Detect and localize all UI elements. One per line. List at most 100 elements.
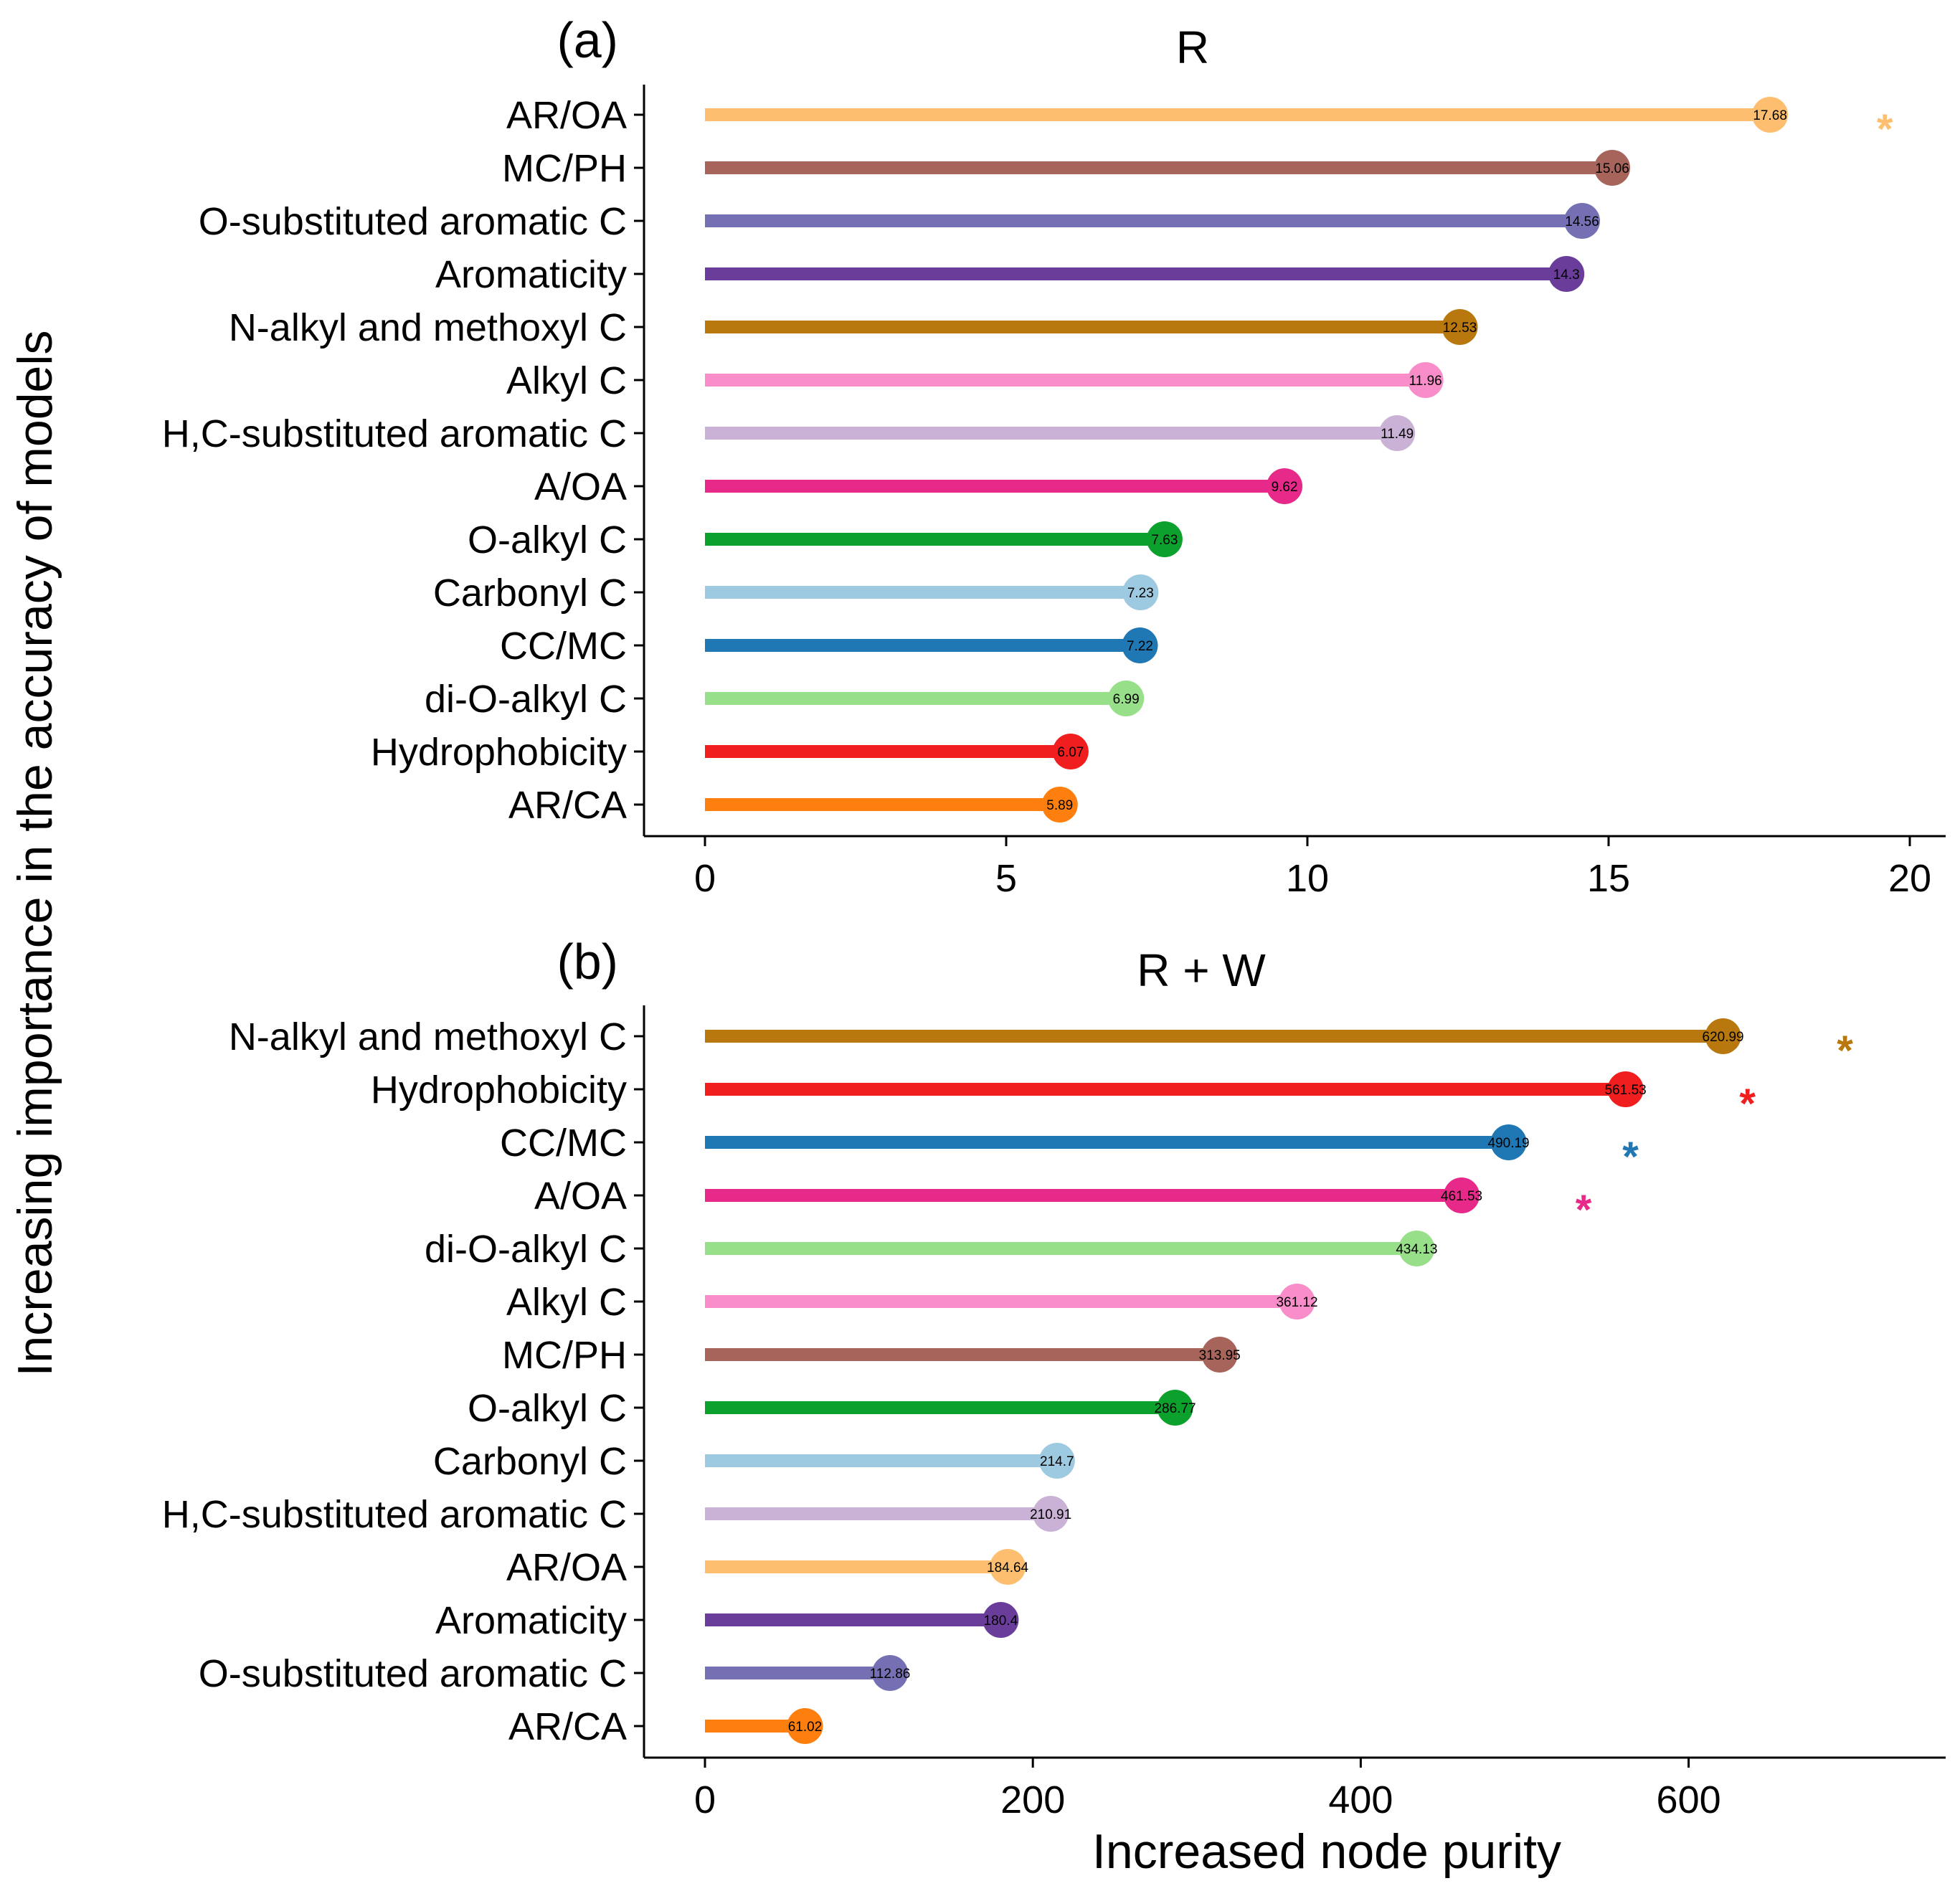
significance-star: * bbox=[1877, 106, 1893, 153]
category-label: O-substituted aromatic C bbox=[199, 200, 627, 243]
lollipop-head bbox=[1122, 574, 1159, 610]
value-label: 214.7 bbox=[1040, 1454, 1074, 1469]
category-label: Hydrophobicity bbox=[371, 731, 627, 774]
category-label: Aromaticity bbox=[435, 1599, 627, 1642]
category-label: O-alkyl C bbox=[468, 518, 627, 561]
significance-star: * bbox=[1622, 1134, 1639, 1180]
lollipop-head bbox=[1752, 97, 1789, 133]
x-tick-label: 10 bbox=[1286, 857, 1329, 900]
lollipop-head bbox=[1607, 1071, 1644, 1107]
x-tick-label: 20 bbox=[1888, 857, 1931, 900]
lollipop-head bbox=[1705, 1018, 1741, 1054]
category-label: A/OA bbox=[534, 465, 627, 508]
category-label: Hydrophobicity bbox=[371, 1068, 627, 1112]
lollipop-head bbox=[1201, 1337, 1238, 1373]
category-label: N-alkyl and methoxyl C bbox=[229, 1015, 627, 1058]
value-label: 184.64 bbox=[987, 1560, 1029, 1575]
category-label: AR/OA bbox=[506, 94, 627, 137]
x-tick-label: 600 bbox=[1657, 1778, 1721, 1821]
lollipop-head bbox=[990, 1549, 1026, 1585]
category-label: di-O-alkyl C bbox=[425, 1228, 627, 1271]
lollipop-head bbox=[1407, 362, 1444, 398]
category-label: AR/CA bbox=[508, 784, 627, 827]
value-label: 7.22 bbox=[1127, 639, 1153, 654]
value-label: 9.62 bbox=[1272, 480, 1298, 495]
category-label: O-substituted aromatic C bbox=[199, 1652, 627, 1695]
lollipop-head bbox=[1033, 1496, 1069, 1532]
value-label: 6.99 bbox=[1113, 692, 1140, 707]
lollipop-head bbox=[787, 1708, 823, 1744]
value-label: 286.77 bbox=[1154, 1401, 1196, 1416]
category-label: H,C-substituted aromatic C bbox=[162, 1493, 627, 1536]
lollipop-head bbox=[1052, 734, 1089, 769]
lollipop-head bbox=[1267, 468, 1303, 504]
lollipop-head bbox=[1041, 787, 1078, 823]
category-label: Alkyl C bbox=[506, 1281, 627, 1324]
value-label: 7.23 bbox=[1127, 586, 1154, 601]
value-label: 17.68 bbox=[1753, 108, 1787, 123]
category-label: Aromaticity bbox=[435, 253, 627, 296]
value-label: 361.12 bbox=[1276, 1295, 1317, 1310]
x-tick-label: 200 bbox=[1000, 1778, 1065, 1821]
value-label: 434.13 bbox=[1396, 1242, 1437, 1257]
category-label: CC/MC bbox=[500, 625, 627, 668]
panel-label: (a) bbox=[557, 12, 618, 68]
lollipop-head bbox=[1379, 415, 1416, 451]
lollipop-head bbox=[1548, 256, 1585, 292]
panel-a: (a) R 0 5 10 15 20 AR/OA 17.68 * MC/PH 15.06 O-subst… bbox=[162, 12, 1946, 900]
category-label: Carbonyl C bbox=[433, 1440, 627, 1483]
value-label: 15.06 bbox=[1595, 161, 1629, 176]
category-label: MC/PH bbox=[502, 1334, 627, 1377]
category-label: di-O-alkyl C bbox=[425, 678, 627, 721]
value-label: 461.53 bbox=[1441, 1189, 1482, 1204]
significance-star: * bbox=[1576, 1187, 1592, 1233]
value-label: 561.53 bbox=[1605, 1083, 1647, 1098]
category-label: N-alkyl and methoxyl C bbox=[229, 306, 627, 349]
lollipop-head bbox=[1146, 521, 1183, 557]
value-label: 11.49 bbox=[1381, 427, 1414, 442]
category-label: O-alkyl C bbox=[468, 1387, 627, 1430]
x-axis-title: Increased node purity bbox=[1092, 1824, 1561, 1879]
lollipop-head bbox=[1122, 627, 1158, 663]
category-label: H,C-substituted aromatic C bbox=[162, 412, 627, 455]
x-tick-label: 5 bbox=[995, 857, 1017, 900]
value-label: 7.63 bbox=[1151, 533, 1178, 548]
lollipop-head bbox=[1564, 203, 1601, 239]
category-label: Alkyl C bbox=[506, 359, 627, 402]
lollipop-head bbox=[1108, 681, 1145, 716]
value-label: 6.07 bbox=[1057, 745, 1084, 760]
lollipop-head bbox=[1490, 1124, 1527, 1160]
category-label: AR/OA bbox=[506, 1546, 627, 1589]
value-label: 210.91 bbox=[1030, 1507, 1071, 1522]
value-label: 490.19 bbox=[1488, 1136, 1530, 1151]
value-label: 112.86 bbox=[870, 1667, 911, 1682]
significance-star: * bbox=[1739, 1081, 1756, 1127]
panel-label: (b) bbox=[557, 934, 618, 990]
value-label: 180.4 bbox=[984, 1613, 1018, 1629]
significance-star: * bbox=[1837, 1028, 1853, 1074]
y-axis-title: Increasing importance in the accuracy of… bbox=[8, 331, 62, 1377]
value-label: 14.56 bbox=[1565, 214, 1599, 229]
lollipop-head bbox=[871, 1655, 908, 1691]
category-label: AR/CA bbox=[508, 1705, 627, 1748]
lollipop-head bbox=[1038, 1443, 1075, 1479]
lollipop-head bbox=[1157, 1390, 1193, 1426]
panel-title: R + W bbox=[1137, 944, 1266, 996]
category-label: A/OA bbox=[534, 1175, 627, 1218]
value-label: 61.02 bbox=[788, 1720, 823, 1735]
lollipop-head bbox=[983, 1602, 1019, 1638]
panel-b: (b) R + W 0 200 400 600 N-alkyl and methoxyl C… bbox=[162, 934, 1946, 1821]
lollipop-head bbox=[1398, 1231, 1435, 1266]
value-label: 620.99 bbox=[1703, 1030, 1744, 1045]
value-label: 14.3 bbox=[1553, 267, 1580, 283]
x-tick-label: 400 bbox=[1328, 1778, 1393, 1821]
x-tick-label: 0 bbox=[694, 857, 716, 900]
panel-title: R bbox=[1176, 22, 1209, 73]
value-label: 313.95 bbox=[1199, 1348, 1241, 1363]
category-label: CC/MC bbox=[500, 1122, 627, 1165]
lollipop-head bbox=[1279, 1284, 1315, 1319]
lollipop-head bbox=[1444, 1177, 1480, 1213]
category-label: Carbonyl C bbox=[433, 572, 627, 615]
value-label: 11.96 bbox=[1409, 374, 1442, 389]
